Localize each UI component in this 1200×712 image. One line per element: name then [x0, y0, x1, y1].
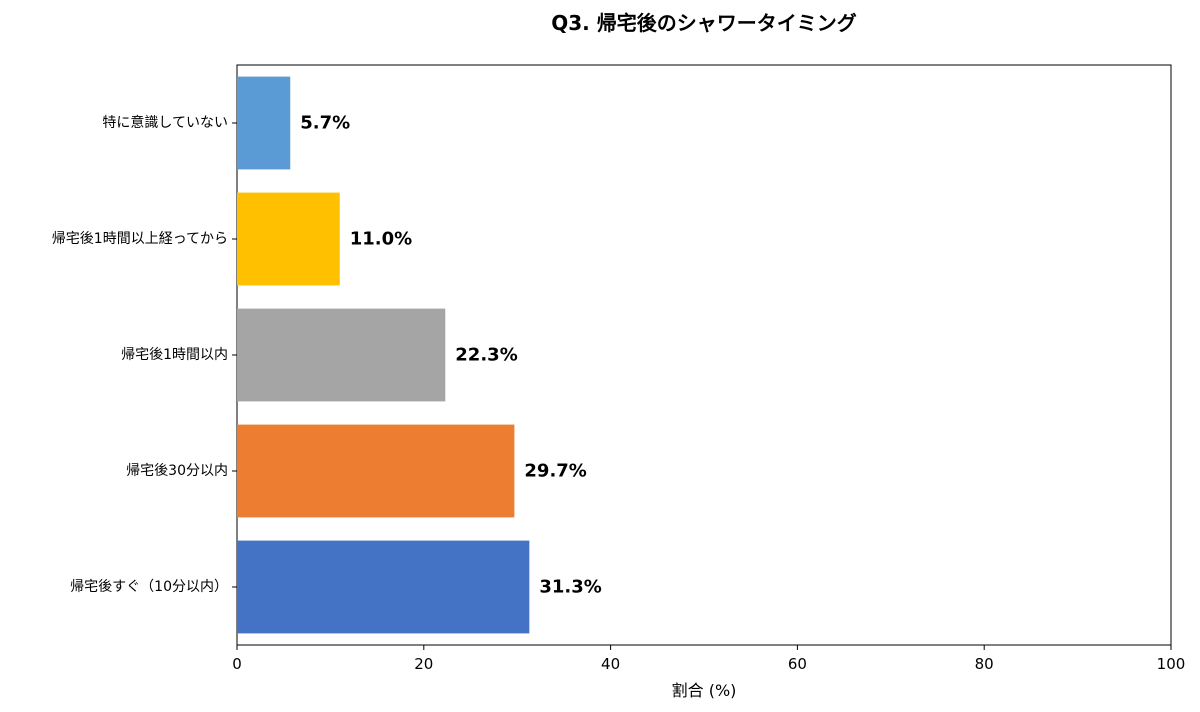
x-axis-title: 割合 (%): [672, 681, 737, 700]
bar-5: [237, 540, 530, 634]
bar-2: [237, 192, 340, 286]
bar-4: [237, 424, 515, 518]
value-label: 5.7%: [300, 113, 350, 134]
x-tick-label: 60: [788, 655, 807, 673]
bar-1: [237, 76, 291, 170]
chart-title: Q3. 帰宅後のシャワータイミング: [551, 11, 856, 35]
x-tick-label: 80: [975, 655, 994, 673]
category-label: 帰宅後30分以内: [126, 462, 228, 479]
value-label: 22.3%: [455, 345, 517, 366]
x-tick-label: 20: [414, 655, 433, 673]
category-label: 帰宅後1時間以上経ってから: [52, 230, 228, 247]
x-tick-label: 0: [232, 655, 242, 673]
value-label: 31.3%: [539, 577, 601, 598]
x-tick-label: 100: [1157, 655, 1186, 673]
category-label: 帰宅後すぐ（10分以内）: [70, 578, 228, 595]
bar-3: [237, 308, 446, 402]
category-label: 特に意識していない: [102, 114, 228, 131]
category-labels: 特に意識していない帰宅後1時間以上経ってから帰宅後1時間以内帰宅後30分以内帰宅…: [52, 114, 237, 595]
x-axis-ticks: 0 20 40 60 80 100: [232, 645, 1185, 673]
value-label: 29.7%: [524, 461, 586, 482]
bars: [237, 76, 530, 634]
x-tick-label: 40: [601, 655, 620, 673]
category-label: 帰宅後1時間以内: [121, 346, 228, 363]
value-labels: 5.7% 11.0% 22.3% 29.7% 31.3%: [300, 113, 602, 598]
value-label: 11.0%: [350, 229, 412, 250]
